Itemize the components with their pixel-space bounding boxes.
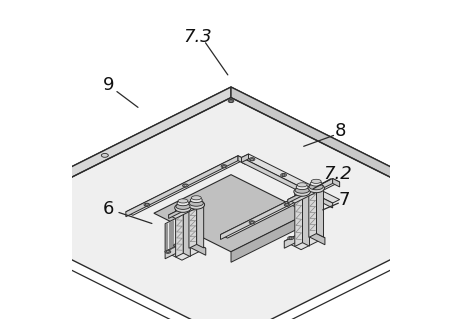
Text: 7.2: 7.2 — [323, 165, 352, 183]
Polygon shape — [0, 87, 231, 224]
Ellipse shape — [249, 158, 255, 161]
Ellipse shape — [295, 187, 309, 193]
Ellipse shape — [182, 184, 188, 187]
Text: 7: 7 — [338, 191, 350, 209]
Polygon shape — [309, 184, 323, 192]
Ellipse shape — [222, 165, 225, 167]
Ellipse shape — [286, 204, 289, 206]
Ellipse shape — [4, 212, 10, 215]
Text: 7.3: 7.3 — [183, 28, 212, 46]
Polygon shape — [303, 188, 310, 246]
Polygon shape — [242, 154, 340, 203]
Polygon shape — [126, 156, 245, 215]
Ellipse shape — [250, 221, 254, 223]
Text: 6: 6 — [103, 200, 114, 218]
Ellipse shape — [165, 250, 171, 253]
Ellipse shape — [191, 196, 201, 200]
Polygon shape — [220, 179, 333, 239]
Polygon shape — [309, 184, 316, 237]
Polygon shape — [183, 204, 190, 257]
Polygon shape — [165, 240, 189, 259]
Polygon shape — [288, 188, 319, 203]
Ellipse shape — [228, 100, 234, 103]
Ellipse shape — [175, 203, 191, 212]
Polygon shape — [176, 204, 183, 257]
Ellipse shape — [176, 204, 190, 209]
Polygon shape — [231, 87, 462, 224]
Polygon shape — [295, 188, 303, 246]
Ellipse shape — [188, 200, 205, 209]
Ellipse shape — [288, 236, 293, 240]
Ellipse shape — [308, 184, 324, 193]
Ellipse shape — [312, 189, 318, 192]
Polygon shape — [284, 229, 308, 248]
Text: 9: 9 — [103, 76, 114, 94]
Ellipse shape — [309, 184, 323, 190]
Ellipse shape — [316, 191, 322, 194]
Polygon shape — [165, 240, 206, 260]
Ellipse shape — [175, 244, 178, 246]
Polygon shape — [295, 188, 310, 195]
Polygon shape — [189, 201, 204, 208]
Ellipse shape — [310, 181, 322, 186]
Polygon shape — [242, 157, 333, 208]
Ellipse shape — [189, 200, 203, 206]
Ellipse shape — [221, 165, 227, 168]
Text: 8: 8 — [335, 122, 346, 140]
Ellipse shape — [317, 192, 320, 194]
Polygon shape — [0, 87, 462, 320]
Ellipse shape — [296, 185, 308, 190]
Polygon shape — [231, 213, 308, 262]
Ellipse shape — [294, 187, 310, 196]
Polygon shape — [284, 229, 325, 250]
Ellipse shape — [282, 174, 285, 176]
Ellipse shape — [454, 212, 457, 214]
Ellipse shape — [230, 100, 232, 102]
Ellipse shape — [249, 221, 255, 224]
Ellipse shape — [177, 201, 189, 206]
Ellipse shape — [146, 204, 148, 206]
Polygon shape — [242, 154, 249, 162]
Polygon shape — [176, 204, 190, 212]
Ellipse shape — [289, 237, 292, 239]
Polygon shape — [154, 175, 308, 252]
Ellipse shape — [190, 197, 202, 203]
Ellipse shape — [5, 212, 8, 214]
Polygon shape — [288, 188, 311, 203]
Ellipse shape — [284, 203, 290, 206]
Ellipse shape — [178, 199, 188, 203]
Ellipse shape — [311, 179, 321, 183]
Polygon shape — [169, 204, 192, 219]
Polygon shape — [333, 179, 340, 187]
Ellipse shape — [314, 190, 316, 192]
Ellipse shape — [452, 212, 458, 215]
Polygon shape — [220, 179, 340, 238]
Polygon shape — [189, 201, 197, 248]
Ellipse shape — [250, 158, 254, 160]
Ellipse shape — [144, 203, 150, 206]
Ellipse shape — [184, 185, 187, 187]
Polygon shape — [165, 218, 177, 252]
Ellipse shape — [297, 183, 307, 187]
Ellipse shape — [101, 154, 108, 157]
Polygon shape — [296, 197, 310, 235]
Polygon shape — [169, 204, 199, 219]
Polygon shape — [316, 184, 323, 237]
Ellipse shape — [281, 173, 286, 177]
Polygon shape — [189, 240, 206, 255]
Polygon shape — [126, 156, 238, 217]
Ellipse shape — [173, 244, 179, 247]
Polygon shape — [308, 229, 325, 245]
Polygon shape — [238, 156, 245, 164]
Ellipse shape — [166, 251, 170, 253]
Polygon shape — [197, 201, 204, 248]
